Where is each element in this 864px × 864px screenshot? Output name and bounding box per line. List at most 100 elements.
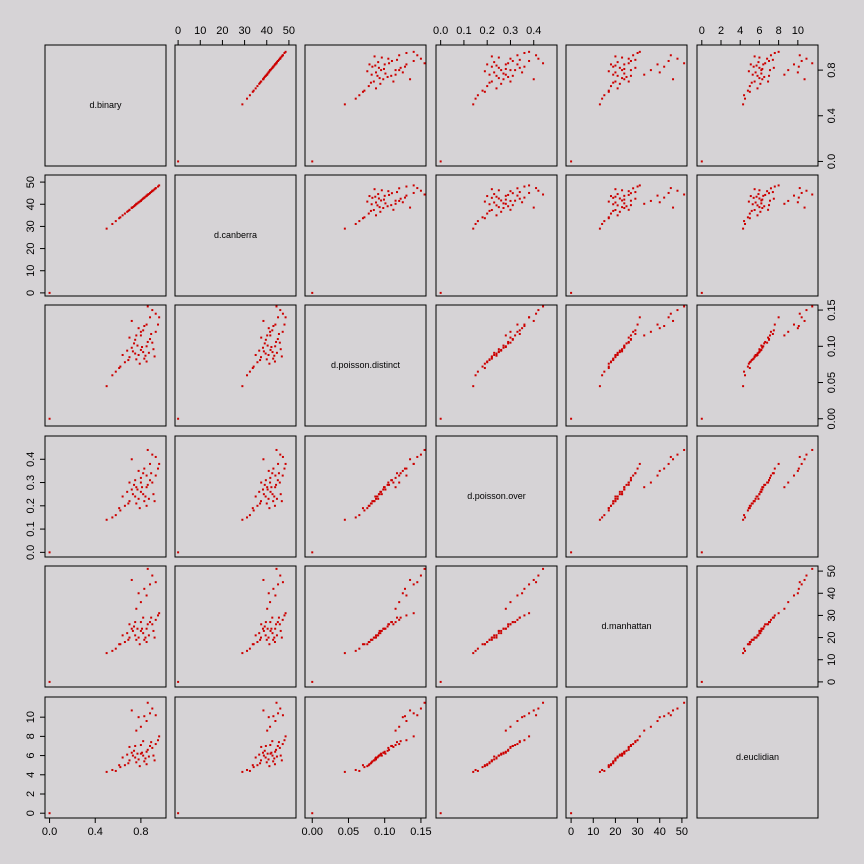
- panel: [304, 435, 427, 558]
- point: [387, 57, 390, 60]
- point: [144, 354, 147, 357]
- point: [683, 448, 686, 451]
- point: [416, 187, 419, 190]
- point: [523, 587, 526, 590]
- point: [48, 812, 51, 815]
- point: [627, 190, 630, 193]
- point: [154, 714, 157, 717]
- point: [131, 754, 134, 757]
- point: [528, 612, 531, 615]
- point: [151, 341, 154, 344]
- point: [151, 481, 154, 484]
- point: [612, 81, 615, 84]
- point: [627, 62, 630, 65]
- point: [521, 716, 524, 719]
- point: [803, 578, 806, 581]
- point: [783, 73, 786, 76]
- point: [497, 754, 500, 757]
- point: [368, 641, 371, 644]
- point: [118, 764, 121, 767]
- variable-name: d.poisson.distinct: [331, 360, 401, 370]
- point: [121, 634, 124, 637]
- point: [518, 332, 521, 335]
- point: [612, 502, 615, 505]
- point: [272, 638, 275, 641]
- point: [375, 634, 378, 637]
- point: [399, 616, 402, 619]
- point: [394, 621, 397, 624]
- point: [423, 62, 426, 65]
- point: [386, 483, 389, 486]
- point: [280, 55, 283, 58]
- point: [771, 332, 774, 335]
- point: [570, 291, 573, 294]
- point: [621, 348, 624, 351]
- point: [398, 474, 401, 477]
- point: [636, 185, 639, 188]
- point: [398, 199, 401, 202]
- point: [616, 204, 619, 207]
- point: [151, 746, 154, 749]
- point: [771, 58, 774, 61]
- point: [281, 455, 284, 458]
- point: [607, 365, 610, 368]
- point: [811, 62, 814, 65]
- point: [474, 97, 477, 100]
- point: [137, 469, 140, 472]
- variable-name: d.poisson.over: [467, 491, 526, 501]
- point: [279, 493, 282, 496]
- point: [269, 744, 272, 747]
- point: [618, 351, 621, 354]
- point: [127, 359, 130, 362]
- point: [486, 360, 489, 363]
- point: [121, 353, 124, 356]
- point: [798, 455, 801, 458]
- y-tick-label: 0.15: [826, 299, 838, 320]
- point: [772, 616, 775, 619]
- point: [476, 647, 479, 650]
- point: [419, 57, 422, 60]
- point: [131, 629, 134, 632]
- point: [105, 227, 108, 230]
- point: [128, 623, 131, 626]
- point: [700, 680, 703, 683]
- point: [264, 756, 267, 759]
- point: [153, 759, 156, 762]
- point: [658, 469, 661, 472]
- point: [152, 754, 155, 757]
- point: [504, 63, 507, 66]
- point: [495, 756, 498, 759]
- point: [672, 458, 675, 461]
- point: [772, 197, 775, 200]
- point: [748, 85, 751, 88]
- point: [383, 194, 386, 197]
- point: [149, 191, 152, 194]
- point: [761, 627, 764, 630]
- point: [509, 725, 512, 728]
- point: [683, 62, 686, 65]
- point: [614, 80, 617, 83]
- panel: [435, 696, 558, 819]
- panel: [174, 304, 297, 427]
- point: [742, 385, 745, 388]
- point: [627, 80, 630, 83]
- x-tick-label: 0.00: [302, 826, 323, 838]
- point: [259, 638, 262, 641]
- point: [488, 73, 491, 76]
- point: [136, 627, 139, 630]
- point: [627, 340, 630, 343]
- point: [481, 643, 484, 646]
- point: [760, 344, 763, 347]
- point: [542, 305, 545, 308]
- point: [275, 62, 278, 65]
- point: [769, 54, 772, 57]
- point: [158, 735, 161, 738]
- point: [281, 714, 284, 717]
- point: [134, 634, 137, 637]
- point: [769, 474, 772, 477]
- point: [386, 75, 389, 78]
- point: [151, 707, 154, 710]
- point: [284, 462, 287, 465]
- point: [275, 623, 278, 626]
- point: [281, 581, 284, 584]
